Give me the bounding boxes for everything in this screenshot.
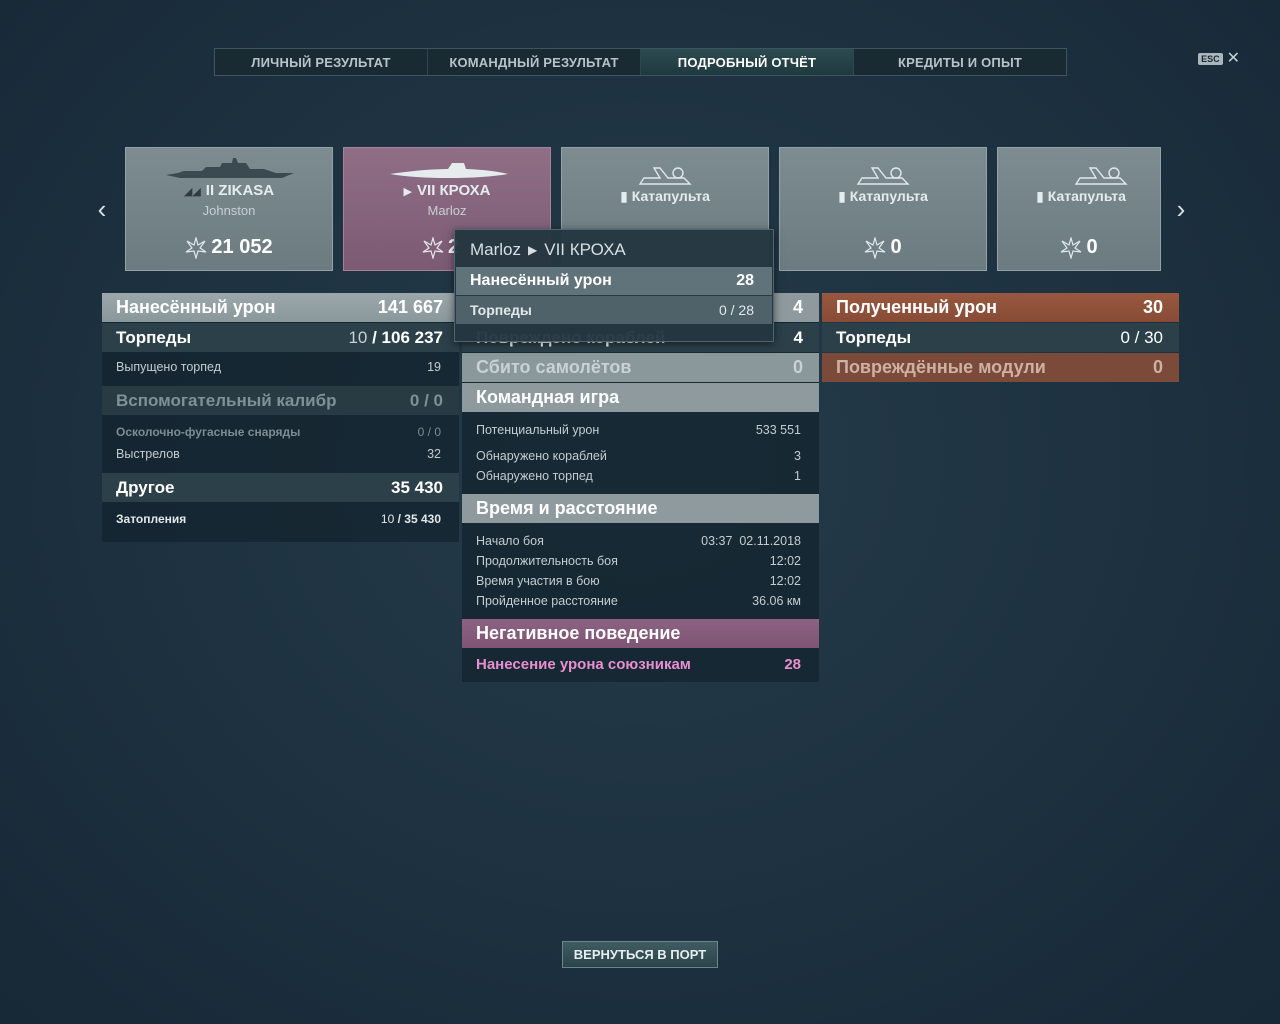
received-damage-panel: Полученный урон 30 Торпеды 0 / 30 Повреждё… (822, 293, 1179, 382)
tooltip-damage-row: Нанесённый урон 28 (456, 267, 772, 295)
destroyer-silhouette-icon (166, 158, 294, 178)
damage-burst-icon (422, 236, 444, 259)
target-card-zikasa[interactable]: ◢◢ II ZIKASA Johnston 21 052 (125, 147, 333, 271)
flooding-row: Затопления 10 / 35 430 (116, 512, 441, 526)
spotted-torpedoes-row: Обнаружено торпед 1 (476, 469, 801, 483)
prev-target-arrow-icon[interactable]: ‹ (97, 194, 107, 224)
spotted-ships-row: Обнаружено кораблей 3 (476, 449, 801, 463)
dealt-damage-header: Нанесённый урон 141 667 (102, 293, 459, 322)
target-name: ▮ Катапульта (838, 188, 928, 204)
tab-team-result[interactable]: КОМАНДНЫЙ РЕЗУЛЬТАТ (428, 49, 641, 75)
submarine-class-icon: ▶ (403, 186, 413, 198)
target-card-kroha[interactable]: ▶VII КРОХА Marloz 2 (343, 147, 551, 271)
submarine-silhouette-icon (390, 163, 508, 178)
close-icon: ✕ (1226, 50, 1240, 67)
ship-name: ▶ VII КРОХА (403, 182, 491, 199)
ammo-icon: ▮ (1036, 188, 1048, 204)
return-to-port-button[interactable]: ВЕРНУТЬСЯ В ПОРТ (562, 941, 718, 968)
submarine-class-icon: ▶ (528, 243, 538, 257)
close-button[interactable]: ESC ✕ (1198, 50, 1240, 67)
torpedoes-fired-row: Выпущено торпед 19 (116, 360, 441, 374)
damage-dealt: 2 (344, 236, 550, 259)
battle-duration-row: Продолжительность боя 12:02 (476, 554, 801, 568)
player-name: Johnston (202, 203, 256, 218)
tooltip-title: Marloz ▶ VII КРОХА (470, 240, 626, 259)
time-distance-header: Время и расстояние (462, 494, 819, 523)
torpedoes-damage-header: Торпеды 10 / 106 237 (102, 323, 459, 352)
negative-behavior-header: Негативное поведение (462, 619, 819, 648)
received-damage-header: Полученный урон 30 (822, 293, 1179, 322)
team-damage-row: Нанесение урона союзникам 28 (476, 655, 801, 673)
battle-start-row: Начало боя 03:37 02.11.2018 (476, 534, 801, 548)
he-shells-row: Осколочно-фугасные снаряды 0 / 0 (116, 425, 441, 439)
catapult-icon (638, 167, 692, 185)
tab-detailed-report[interactable]: ПОДРОБНЫЙ ОТЧЁТ (641, 49, 854, 75)
destroyer-class-icon: ◢◢ (183, 186, 201, 198)
target-tooltip: Marloz ▶ VII КРОХА Нанесённый урон 28 Тор… (454, 229, 774, 342)
next-target-arrow-icon[interactable]: › (1176, 194, 1186, 224)
catapult-icon (1074, 167, 1128, 185)
tooltip-torpedoes-row: Торпеды 0 / 28 (456, 296, 772, 324)
team-play-header: Командная игра (462, 383, 819, 412)
ammo-icon: ▮ (620, 188, 632, 204)
target-card-catapult-3[interactable]: ▮ Катапульта 0 (997, 147, 1161, 271)
distance-row: Пройденное расстояние 36.06 км (476, 594, 801, 608)
target-name: ▮ Катапульта (620, 188, 710, 204)
team-stats-panel: 4 Повреждено кораблей4 Сбито самолётов0 … (462, 293, 819, 682)
damage-burst-icon (1061, 236, 1082, 259)
target-name: ▮ Катапульта (1036, 188, 1126, 204)
damage-burst-icon (865, 236, 886, 259)
tab-credits-xp[interactable]: КРЕДИТЫ И ОПЫТ (897, 54, 1023, 70)
result-tabs: ЛИЧНЫЙ РЕЗУЛЬТАТ КОМАНДНЫЙ РЕЗУЛЬТАТ ПОД… (214, 48, 1067, 76)
damaged-modules-header: Повреждённые модули 0 (822, 353, 1179, 382)
dealt-damage-panel: Нанесённый урон 141 667 Торпеды 10 / 106 … (102, 293, 459, 542)
received-torpedoes-header: Торпеды 0 / 30 (822, 323, 1179, 352)
ammo-icon: ▮ (838, 188, 850, 204)
player-name: Marloz (427, 203, 467, 218)
ship-name: ◢◢ II ZIKASA (183, 182, 275, 199)
target-card-catapult-2[interactable]: ▮ Катапульта 0 (779, 147, 987, 271)
damage-dealt: 0 (998, 236, 1160, 259)
catapult-icon (856, 167, 910, 185)
damage-burst-icon (186, 236, 207, 259)
tab-personal-result[interactable]: ЛИЧНЫЙ РЕЗУЛЬТАТ (215, 49, 428, 75)
other-damage-header: Другое 35 430 (102, 473, 459, 502)
damage-dealt: 21 052 (126, 236, 332, 259)
shots-fired-row: Выстрелов 32 (116, 447, 441, 461)
planes-shot-down-header: Сбито самолётов 0 (462, 353, 819, 382)
secondary-battery-header: Вспомогательный калибр 0 / 0 (102, 386, 459, 415)
esc-key-hint: ESC (1198, 53, 1223, 65)
potential-damage-row: Потенциальный урон 533 551 (476, 423, 801, 437)
participation-time-row: Время участия в бою 12:02 (476, 574, 801, 588)
damage-dealt: 0 (780, 236, 986, 259)
